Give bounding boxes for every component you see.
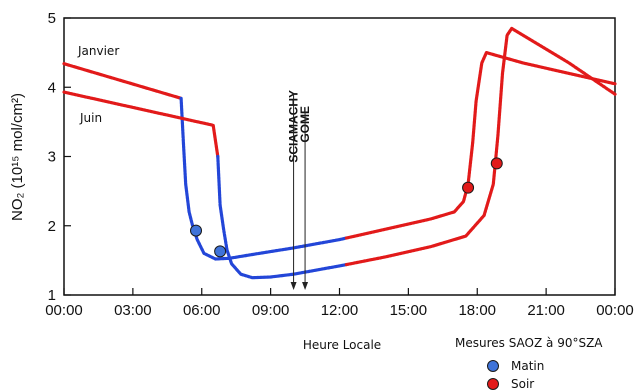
x-tick-label: 21:00 (527, 302, 565, 319)
x-ticks: 00:00 03:00 06:00 09:00 12:00 15:00 18:00 21:00… (45, 288, 634, 319)
plot-frame (63, 17, 616, 296)
series-label-janvier: Janvier (77, 44, 119, 58)
curves (62, 26, 617, 280)
legend-soir-label: Soir (511, 377, 534, 391)
annotation-gome-arrowhead (302, 282, 309, 290)
y-tick-label: 1 (48, 287, 56, 304)
legend-title: Mesures SAOZ à 90°SZA (455, 336, 603, 350)
x-tick-label: 09:00 (252, 302, 290, 319)
x-tick-label: 15:00 (390, 302, 428, 319)
saoz-point-soir-4 (490, 157, 503, 170)
legend-matin-marker (487, 360, 499, 372)
x-tick-label: 03:00 (114, 302, 152, 319)
y-axis-title: NO₂ (10¹⁵ mol/cm²) (9, 93, 26, 221)
y-ticks: 1 2 3 4 5 (48, 10, 71, 304)
x-tick-label: 00:00 (45, 302, 83, 319)
curve-janvier-night-end (344, 51, 617, 240)
legend-soir-marker (487, 378, 499, 390)
y-tick-label: 5 (48, 10, 56, 27)
x-tick-label: 18:00 (458, 302, 496, 319)
x-tick-label: 06:00 (183, 302, 221, 319)
curve-juin-night-start (62, 90, 220, 159)
saoz-point-matin-1 (190, 224, 203, 237)
annotation-sciamachy-arrowhead (290, 282, 297, 290)
y-tick-label: 3 (48, 149, 56, 166)
saoz-points (190, 157, 503, 258)
series-label-juin: Juin (79, 111, 102, 125)
x-tick-label: 12:00 (321, 302, 359, 319)
y-tick-label: 2 (48, 218, 56, 235)
x-tick-label: 00:00 (596, 302, 634, 319)
saoz-point-soir-3 (462, 181, 475, 194)
curve-janvier-night-start (62, 62, 183, 100)
curve-juin-day (216, 154, 348, 280)
legend-matin-label: Matin (511, 359, 544, 373)
saoz-point-matin-2 (214, 245, 227, 258)
y-tick-label: 4 (48, 79, 56, 96)
x-axis-title: Heure Locale (303, 338, 381, 352)
